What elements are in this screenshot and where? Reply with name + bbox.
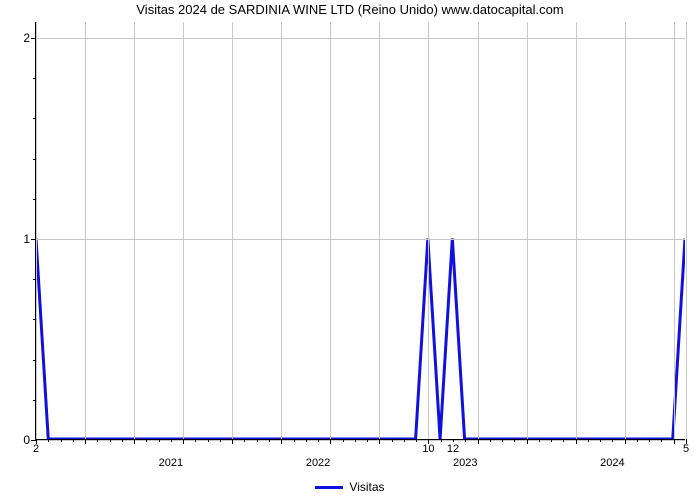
y-minor-tick	[33, 118, 36, 119]
gridline-vertical	[281, 22, 282, 439]
x-minor-tick	[563, 439, 564, 442]
x-minor-tick	[392, 439, 393, 442]
gridline-vertical	[527, 22, 528, 439]
x-tick-mark	[576, 439, 577, 444]
x-minor-tick	[73, 439, 74, 442]
y-tick-mark	[31, 239, 36, 240]
legend: Visitas	[0, 480, 700, 494]
x-tick-mark	[625, 439, 626, 444]
y-tick-label: 1	[23, 232, 30, 246]
y-minor-tick	[33, 400, 36, 401]
x-minor-tick	[208, 439, 209, 442]
gridline-vertical	[576, 22, 577, 439]
gridline-vertical	[134, 22, 135, 439]
x-minor-tick	[122, 439, 123, 442]
x-minor-tick	[159, 439, 160, 442]
y-minor-tick	[33, 199, 36, 200]
x-minor-tick	[465, 439, 466, 442]
x-minor-tick	[514, 439, 515, 442]
x-tick-mark	[674, 439, 675, 444]
x-minor-tick	[61, 439, 62, 442]
x-minor-tick	[244, 439, 245, 442]
gridline-vertical	[183, 22, 184, 439]
gridline-vertical	[686, 22, 687, 439]
y-tick-mark	[31, 38, 36, 39]
x-minor-tick	[220, 439, 221, 442]
x-minor-tick	[416, 439, 417, 442]
y-tick-label: 2	[23, 31, 30, 45]
x-year-label: 2021	[159, 457, 183, 469]
x-minor-tick	[539, 439, 540, 442]
x-extra-label: 12	[447, 443, 459, 455]
x-minor-tick	[612, 439, 613, 442]
x-tick-mark	[478, 439, 479, 444]
x-minor-tick	[97, 439, 98, 442]
x-minor-tick	[600, 439, 601, 442]
gridline-vertical	[478, 22, 479, 439]
x-tick-mark	[134, 439, 135, 444]
gridline-horizontal	[36, 239, 685, 240]
y-minor-tick	[33, 159, 36, 160]
x-minor-tick	[318, 439, 319, 442]
x-minor-tick	[343, 439, 344, 442]
x-minor-tick	[661, 439, 662, 442]
x-minor-tick	[649, 439, 650, 442]
y-minor-tick	[33, 78, 36, 79]
gridline-vertical	[379, 22, 380, 439]
x-minor-tick	[306, 439, 307, 442]
x-tick-mark	[379, 439, 380, 444]
gridline-vertical	[36, 22, 37, 439]
gridline-vertical	[428, 22, 429, 439]
plot-area: 0122021202220232024210125	[35, 22, 685, 440]
x-year-label: 2022	[306, 457, 330, 469]
x-minor-tick	[257, 439, 258, 442]
x-minor-tick	[637, 439, 638, 442]
y-minor-tick	[33, 360, 36, 361]
x-minor-tick	[502, 439, 503, 442]
x-tick-mark	[85, 439, 86, 444]
x-extra-label: 2	[33, 443, 39, 455]
y-minor-tick	[33, 319, 36, 320]
x-minor-tick	[367, 439, 368, 442]
x-tick-mark	[281, 439, 282, 444]
x-minor-tick	[404, 439, 405, 442]
y-tick-label: 0	[23, 433, 30, 447]
x-tick-mark	[232, 439, 233, 444]
x-minor-tick	[294, 439, 295, 442]
legend-label: Visitas	[349, 480, 384, 494]
gridline-vertical	[674, 22, 675, 439]
x-minor-tick	[355, 439, 356, 442]
x-tick-mark	[527, 439, 528, 444]
x-minor-tick	[146, 439, 147, 442]
x-year-label: 2024	[600, 457, 624, 469]
x-minor-tick	[588, 439, 589, 442]
x-minor-tick	[441, 439, 442, 442]
x-minor-tick	[110, 439, 111, 442]
gridline-horizontal	[36, 38, 685, 39]
legend-swatch	[315, 486, 343, 489]
x-minor-tick	[453, 439, 454, 442]
x-year-label: 2023	[453, 457, 477, 469]
x-minor-tick	[269, 439, 270, 442]
gridline-vertical	[232, 22, 233, 439]
x-minor-tick	[551, 439, 552, 442]
gridline-vertical	[625, 22, 626, 439]
chart-title: Visitas 2024 de SARDINIA WINE LTD (Reino…	[0, 2, 700, 17]
gridline-vertical	[330, 22, 331, 439]
x-tick-mark	[330, 439, 331, 444]
x-minor-tick	[48, 439, 49, 442]
x-tick-mark	[183, 439, 184, 444]
gridline-vertical	[85, 22, 86, 439]
x-extra-label: 5	[683, 443, 689, 455]
x-minor-tick	[490, 439, 491, 442]
x-minor-tick	[195, 439, 196, 442]
x-minor-tick	[171, 439, 172, 442]
x-extra-label: 10	[422, 443, 434, 455]
y-minor-tick	[33, 279, 36, 280]
